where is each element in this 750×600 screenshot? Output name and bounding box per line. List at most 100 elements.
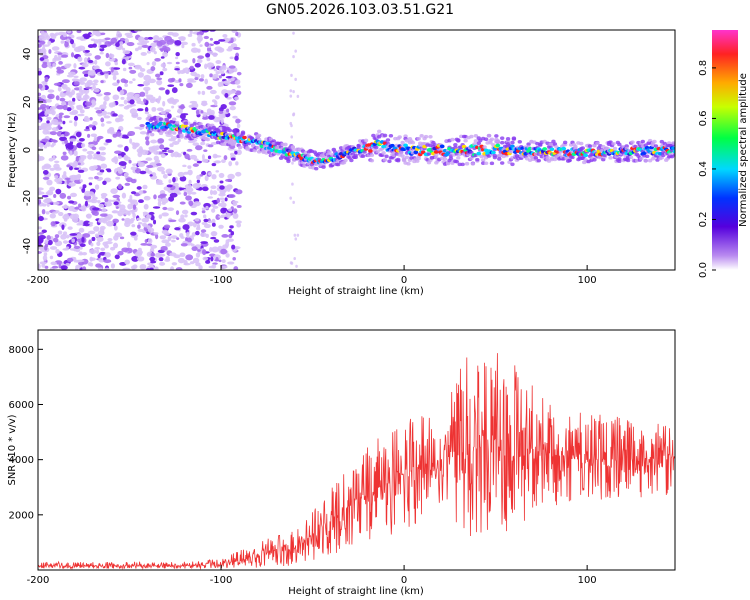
spectrogram-speckle [102,218,108,224]
spectrogram-speckle [124,217,131,224]
spectrogram-speckle [47,239,53,246]
spectrogram-speckle [143,195,151,201]
spectrogram-speckle [87,230,96,235]
spectrogram-speckle [41,194,49,198]
spectrogram-speckle [52,139,58,143]
spectrogram-speckle [44,265,49,269]
spectrogram-speckle [162,100,166,107]
spectrogram-y-tick-label: 40 [22,48,33,61]
spectrogram-speckle [186,82,193,88]
spectrogram-speckle [55,248,60,254]
spectrogram-speckle [73,78,80,82]
spectrogram-speckle [92,43,97,48]
spectrogram-speckle [174,40,182,46]
spectrogram-speckle [208,115,215,120]
spectrogram-speckle [116,117,124,122]
spectrogram-speckle [220,103,227,110]
spectrogram-halo [314,166,319,171]
spectrogram-halo [480,158,486,162]
spectrogram-ridge-cell [495,143,501,148]
spectrogram-speckle [129,138,133,144]
spectrogram-halo [453,143,458,147]
spectrogram-speckle [75,155,80,162]
spectrogram-speckle [41,126,46,130]
spectrogram-speckle [205,205,209,209]
spectrogram-halo [557,153,562,157]
spectrogram-speckle [42,129,50,135]
spectrogram-speckle [195,230,200,236]
spectrogram-speckle [113,242,119,249]
spectrogram-speckle [212,205,219,209]
spectrogram-speckle [163,224,171,229]
spectrogram-speckle [131,210,135,215]
spectrogram-speckle [112,82,119,87]
spectrogram-speckle [66,30,72,34]
spectrogram-speckle [67,143,74,150]
spectrogram-speckle [142,184,148,190]
spectrogram-speckle [148,96,156,101]
spectrogram-speckle [188,179,192,185]
spectrogram-speckle [171,100,177,105]
spectrogram-speckle [53,82,61,86]
spectrogram-speckle [121,192,127,199]
spectrogram-halo [492,153,498,158]
spectrogram-ridge-cell [413,150,419,155]
spectrogram-speckle [193,201,201,207]
spectrogram-speckle [41,229,47,234]
spectrogram-speckle [57,52,63,55]
spectrogram-speckle [144,106,149,113]
spectrogram-speckle [179,175,187,182]
spectrogram-speckle [100,123,105,127]
spectrogram-speckle [201,90,206,96]
spectrogram-speckle [229,106,236,111]
spectrogram-speckle [172,177,176,183]
snr-x-label: Height of straight line (km) [288,586,424,597]
spectrogram-speckle [192,163,199,167]
spectrogram-speckle [290,73,293,77]
spectrogram-speckle [228,228,232,233]
spectrogram-halo [376,129,382,134]
spectrogram-speckle [104,37,111,41]
spectrogram-speckle [102,71,110,74]
spectrogram-speckle [192,142,200,146]
spectrogram-speckle [116,79,120,84]
spectrogram-speckle [226,96,232,100]
spectrogram-speckle [177,138,181,143]
spectrogram-speckle [53,194,57,199]
spectrogram-halo [240,131,246,136]
spectrogram-speckle [92,85,96,90]
spectrogram-halo [456,139,461,143]
spectrogram-speckle [171,105,175,109]
spectrogram-speckle [38,245,44,250]
spectrogram-speckle [228,101,237,106]
spectrogram-speckle [201,210,206,214]
spectrogram-speckle [136,100,145,105]
spectrogram-halo [306,153,312,158]
spectrogram-speckle [200,232,207,237]
spectrogram-speckle [197,249,201,252]
spectrogram-speckle [210,256,214,262]
spectrogram-speckle [141,45,150,48]
spectrogram-halo [192,122,197,126]
spectrogram-speckle [165,89,170,95]
spectrogram-speckle [156,79,163,86]
spectrogram-speckle [38,234,46,240]
spectrogram-speckle [224,197,228,202]
spectrogram-speckle [161,149,168,153]
spectrogram-speckle [57,211,64,217]
spectrogram-ridge-cell [491,150,496,155]
spectrogram-halo [587,144,593,148]
spectrogram-speckle [77,162,81,166]
spectrogram-speckle [99,169,105,173]
spectrogram-speckle [137,108,144,112]
spectrogram-speckle [67,226,73,230]
spectrogram-speckle [61,84,67,89]
spectrogram-speckle [73,248,78,252]
spectrogram-speckle [96,171,103,176]
spectrogram-speckle [69,111,78,116]
spectrogram-speckle [93,226,100,232]
spectrogram-speckle [195,109,200,116]
spectrogram-halo [198,122,203,126]
spectrogram-speckle [38,70,42,76]
spectrogram-speckle [228,90,237,94]
